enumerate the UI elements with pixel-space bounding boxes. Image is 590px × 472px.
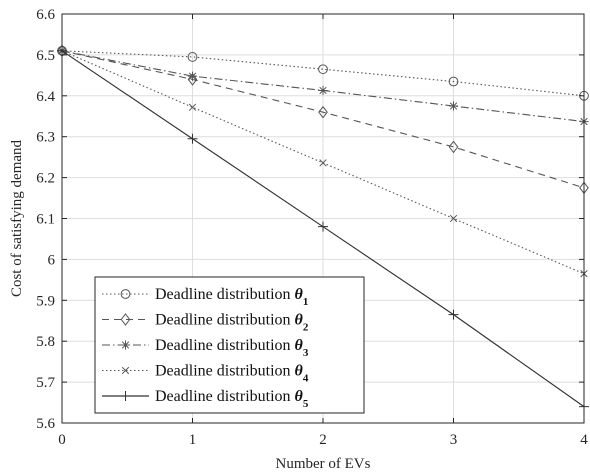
series-4-point — [319, 159, 327, 167]
legend-item-4: Deadline distribution θ4 — [102, 363, 309, 385]
series-5-point — [318, 221, 328, 232]
y-tick-label: 6.2 — [36, 171, 55, 187]
series-1-line — [61, 50, 585, 97]
y-tick-label: 6.3 — [36, 130, 55, 146]
y-tick-label: 5.7 — [36, 375, 55, 391]
legend-item-5: Deadline distribution θ5 — [102, 388, 309, 410]
legend-label-2: Deadline distribution θ2 — [155, 312, 309, 334]
legend-label-5: Deadline distribution θ5 — [155, 388, 309, 410]
legend-subscript-5: 5 — [303, 398, 309, 410]
legend-subscript-2: 2 — [303, 322, 309, 334]
series-2 — [57, 44, 589, 195]
x-tick-label: 3 — [450, 432, 458, 448]
y-axis-label: Cost of satisfying demand — [9, 139, 25, 297]
legend-item-1: Deadline distribution θ1 — [102, 286, 308, 308]
series-3-point — [448, 101, 459, 111]
legend-label-4: Deadline distribution θ4 — [155, 363, 309, 385]
series-1-point — [448, 76, 459, 87]
series-4-point — [449, 214, 458, 223]
y-tick-label: 5.8 — [36, 334, 55, 350]
legend-marker-2 — [120, 313, 131, 326]
legend-theta-2: θ — [295, 312, 304, 329]
x-tick-label: 1 — [189, 432, 197, 448]
legend-subscript-1: 1 — [303, 296, 309, 308]
legend-subscript-4: 4 — [303, 373, 309, 385]
series-3-point — [318, 85, 328, 96]
legend-theta-5: θ — [295, 388, 304, 405]
series-2-line — [61, 50, 585, 189]
series-5-point — [187, 133, 198, 144]
legend-label-1: Deadline distribution θ1 — [155, 286, 308, 308]
legend-theta-1: θ — [295, 286, 304, 303]
x-axis-label: Number of EVs — [276, 456, 371, 472]
y-tick-label: 6.1 — [36, 212, 55, 228]
legend-marker-4 — [121, 366, 130, 375]
series-3-point — [187, 71, 198, 81]
x-tick-label: 0 — [58, 432, 66, 448]
legend-item-3: Deadline distribution θ3 — [102, 337, 309, 359]
x-tick-label: 4 — [580, 432, 588, 448]
legend-marker-3 — [120, 340, 131, 350]
x-tick-label: 2 — [319, 432, 327, 448]
legend-theta-3: θ — [295, 337, 304, 354]
legend-label-text-1: Deadline distribution — [155, 286, 295, 303]
series-1-point — [318, 64, 328, 75]
legend-label-text-3: Deadline distribution — [155, 337, 295, 354]
legend-label-3: Deadline distribution θ3 — [155, 337, 309, 359]
series-2-point — [187, 73, 198, 86]
legend-item-2: Deadline distribution θ2 — [102, 312, 309, 334]
series-1-point — [187, 52, 198, 62]
y-tick-label: 5.6 — [36, 416, 55, 432]
legend-label-text-2: Deadline distribution — [155, 312, 295, 329]
series-layer — [57, 44, 589, 412]
y-tick-label: 6.4 — [36, 89, 55, 105]
y-tick-label: 6 — [48, 252, 56, 268]
ticks: 0 1 2 3 4 5.6 5.7 5.8 5.9 6 6.1 6.2 6.3 6.4 6.5 6.6 — [36, 7, 588, 448]
y-tick-label: 6.5 — [36, 48, 55, 64]
series-2-point — [448, 140, 459, 154]
legend-theta-4: θ — [295, 363, 304, 380]
legend-subscript-3: 3 — [303, 347, 309, 359]
legend-label-text-5: Deadline distribution — [155, 388, 295, 405]
y-tick-label: 6.6 — [36, 7, 55, 23]
y-tick-label: 5.9 — [36, 293, 55, 309]
legend-marker-1 — [120, 289, 131, 299]
series-4-point — [188, 103, 197, 111]
legend-label-text-4: Deadline distribution — [155, 363, 295, 380]
legend-marker-5 — [120, 391, 131, 401]
series-2-point — [318, 105, 328, 119]
series-5-point — [448, 309, 459, 320]
